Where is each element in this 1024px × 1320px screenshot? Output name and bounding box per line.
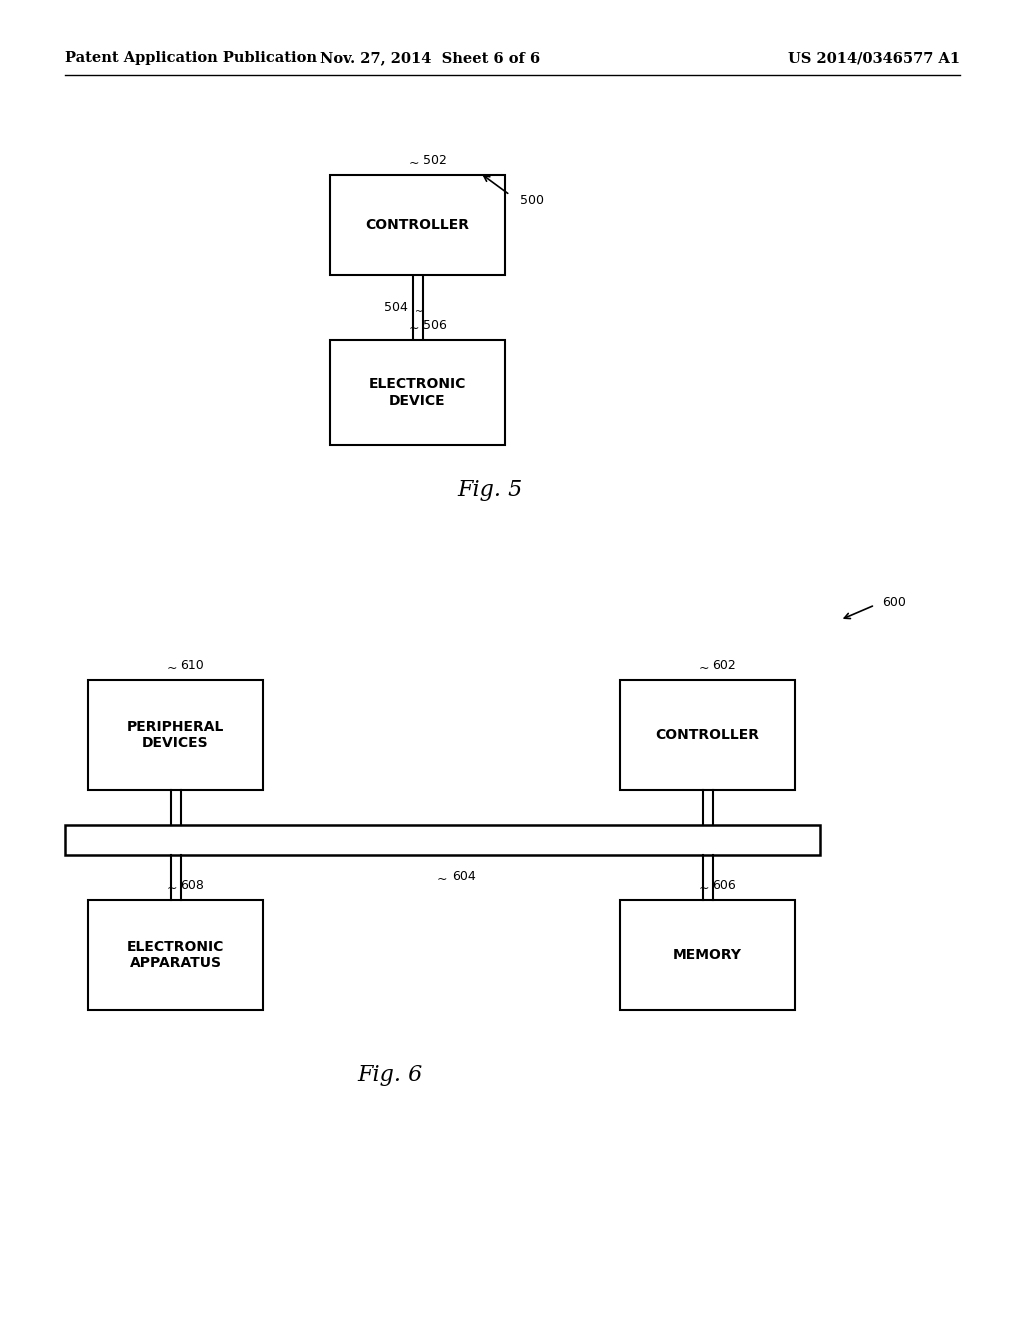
Text: 504: 504 (384, 301, 408, 314)
Text: ELECTRONIC
DEVICE: ELECTRONIC DEVICE (369, 378, 466, 408)
Bar (330, 341, 505, 445)
Text: CONTROLLER: CONTROLLER (366, 218, 469, 232)
Bar (65, 825, 820, 855)
Text: ~: ~ (699, 882, 710, 895)
Text: ~: ~ (167, 882, 177, 895)
Text: 506: 506 (423, 319, 446, 333)
Text: 604: 604 (453, 870, 476, 883)
Bar (88, 680, 263, 789)
Text: CONTROLLER: CONTROLLER (655, 729, 760, 742)
Bar (620, 900, 795, 1010)
Text: 502: 502 (423, 154, 446, 168)
Text: ~: ~ (699, 663, 710, 675)
Text: ~: ~ (437, 873, 447, 886)
Text: 610: 610 (180, 659, 204, 672)
Text: 600: 600 (882, 597, 906, 610)
Text: Nov. 27, 2014  Sheet 6 of 6: Nov. 27, 2014 Sheet 6 of 6 (319, 51, 540, 65)
Text: 602: 602 (713, 659, 736, 672)
Text: PERIPHERAL
DEVICES: PERIPHERAL DEVICES (127, 719, 224, 750)
Text: Patent Application Publication: Patent Application Publication (65, 51, 317, 65)
Text: ~: ~ (409, 322, 420, 335)
Text: ELECTRONIC
APPARATUS: ELECTRONIC APPARATUS (127, 940, 224, 970)
Text: ~: ~ (409, 157, 420, 170)
Bar (88, 900, 263, 1010)
Text: Fig. 6: Fig. 6 (357, 1064, 423, 1086)
Text: ~: ~ (167, 663, 177, 675)
Text: MEMORY: MEMORY (673, 948, 742, 962)
Text: 500: 500 (520, 194, 544, 206)
Bar (330, 176, 505, 275)
Text: Fig. 5: Fig. 5 (458, 479, 522, 502)
Text: 606: 606 (713, 879, 736, 892)
Text: ~: ~ (415, 306, 423, 317)
Text: 608: 608 (180, 879, 205, 892)
Text: US 2014/0346577 A1: US 2014/0346577 A1 (787, 51, 961, 65)
Bar (620, 680, 795, 789)
